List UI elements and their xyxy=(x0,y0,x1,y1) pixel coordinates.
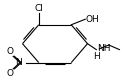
Text: OH: OH xyxy=(86,15,100,24)
Text: Cl: Cl xyxy=(34,4,43,13)
Text: NH: NH xyxy=(97,44,110,53)
Text: N: N xyxy=(15,58,22,67)
Text: O: O xyxy=(7,47,14,56)
Text: H: H xyxy=(94,52,100,61)
Text: O: O xyxy=(7,69,14,78)
